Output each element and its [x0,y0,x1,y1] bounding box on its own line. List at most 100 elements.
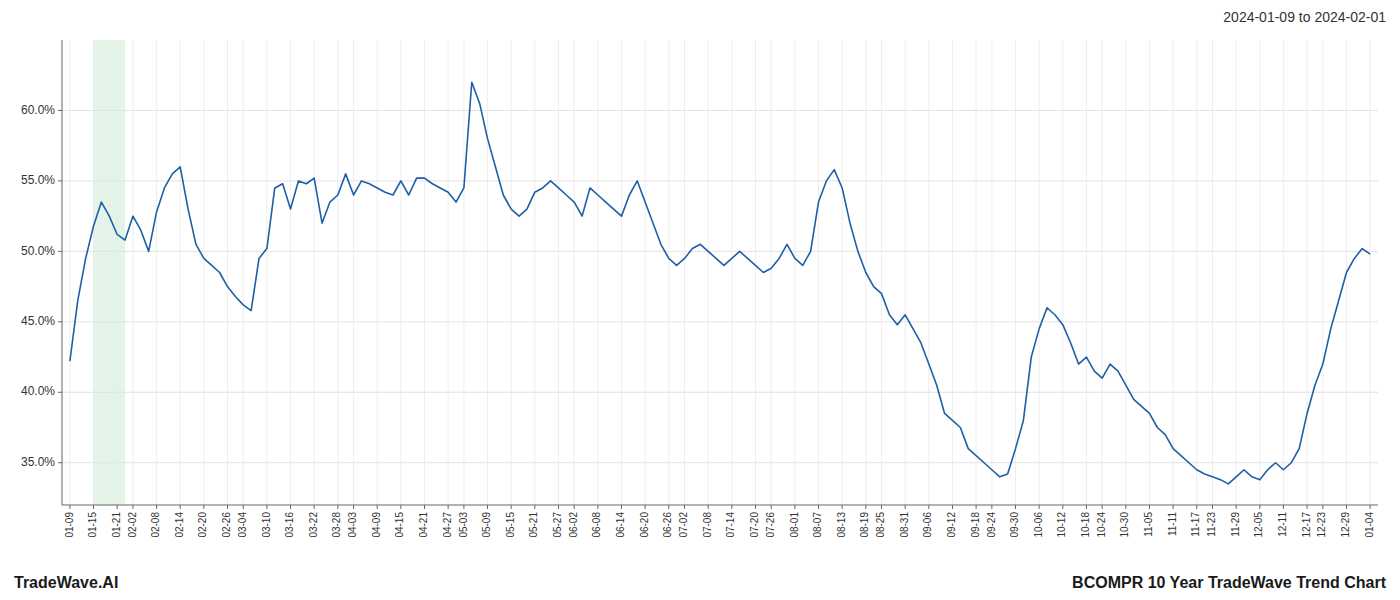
x-tick-label: 04-03 [347,512,358,538]
x-tick [684,505,685,509]
x-tick [818,505,819,509]
x-tick [865,505,866,509]
x-tick [1102,505,1103,509]
x-tick [400,505,401,509]
x-tick-label: 08-13 [836,512,847,538]
x-tick [1173,505,1174,509]
x-grid-line [905,40,906,505]
x-tick [1149,505,1150,509]
x-tick-label: 03-04 [237,512,248,538]
x-tick-label: 12-29 [1340,512,1351,538]
x-grid-line [1102,40,1103,505]
x-tick [203,505,204,509]
x-tick [1196,505,1197,509]
x-tick-label: 02-02 [127,512,138,538]
x-tick-label: 06-14 [615,512,626,538]
x-grid-line [684,40,685,505]
x-grid-line [1062,40,1063,505]
x-grid-line [574,40,575,505]
x-tick-label: 07-08 [702,512,713,538]
x-grid-line [448,40,449,505]
y-tick [58,462,62,463]
x-grid-line [1125,40,1126,505]
x-tick [337,505,338,509]
x-tick-label: 05-09 [481,512,492,538]
x-grid-line [771,40,772,505]
x-tick-label: 02-26 [221,512,232,538]
x-tick-label: 09-06 [922,512,933,538]
x-grid-line [400,40,401,505]
x-tick-label: 02-14 [174,512,185,538]
x-tick-label: 01-15 [87,512,98,538]
x-tick [424,505,425,509]
x-grid-line [976,40,977,505]
x-tick [1039,505,1040,509]
x-tick-label: 09-24 [986,512,997,538]
x-tick [132,505,133,509]
x-tick [1236,505,1237,509]
x-grid-line [1149,40,1150,505]
x-tick [377,505,378,509]
grid [62,40,1378,505]
x-tick-label: 03-28 [331,512,342,538]
y-tick [58,321,62,322]
y-grid-line [62,110,1378,111]
x-grid-line [1259,40,1260,505]
y-grid-line [62,392,1378,393]
x-tick-label: 09-12 [946,512,957,538]
y-tick [58,392,62,393]
x-tick-label: 12-23 [1316,512,1327,538]
x-tick [93,505,94,509]
x-grid-line [952,40,953,505]
x-tick-label: 10-24 [1096,512,1107,538]
x-tick [881,505,882,509]
x-grid-line [353,40,354,505]
x-tick-label: 10-12 [1056,512,1067,538]
x-grid-line [1322,40,1323,505]
x-tick [290,505,291,509]
x-tick-label: 04-27 [442,512,453,538]
x-tick-label: 10-30 [1119,512,1130,538]
x-tick-label: 07-20 [749,512,760,538]
x-grid-line [180,40,181,505]
x-tick-label: 12-11 [1277,512,1288,537]
title: BCOMPR 10 Year TradeWave Trend Chart [1072,574,1387,591]
x-grid-line [794,40,795,505]
x-tick [448,505,449,509]
x-tick [1370,505,1371,509]
x-tick [1086,505,1087,509]
y-tick-label: 55.0% [21,173,55,187]
x-tick-label: 03-22 [308,512,319,538]
x-tick-label: 06-02 [568,512,579,538]
x-grid-line [1307,40,1308,505]
x-tick-label: 07-02 [678,512,689,538]
x-tick [156,505,157,509]
x-tick [794,505,795,509]
x-tick [574,505,575,509]
x-tick-label: 12-05 [1253,512,1264,538]
x-tick [534,505,535,509]
x-grid-line [842,40,843,505]
x-grid-line [755,40,756,505]
x-grid-line [1283,40,1284,505]
x-tick-label: 08-25 [875,512,886,538]
y-tick-label: 40.0% [21,384,55,398]
x-tick [668,505,669,509]
x-grid-line [290,40,291,505]
x-axis-line [62,505,1378,506]
x-tick-label: 12-17 [1301,512,1312,538]
x-tick [1259,505,1260,509]
x-grid-line [203,40,204,505]
y-tick-label: 60.0% [21,103,55,117]
annotation: TradeWave.AI [14,574,118,591]
x-tick [976,505,977,509]
x-grid-line [314,40,315,505]
x-tick [991,505,992,509]
x-tick [227,505,228,509]
x-grid-line [597,40,598,505]
x-grid-line [69,40,70,505]
x-tick-label: 10-06 [1033,512,1044,538]
x-tick-label: 06-26 [662,512,673,538]
x-tick [314,505,315,509]
x-grid-line [463,40,464,505]
